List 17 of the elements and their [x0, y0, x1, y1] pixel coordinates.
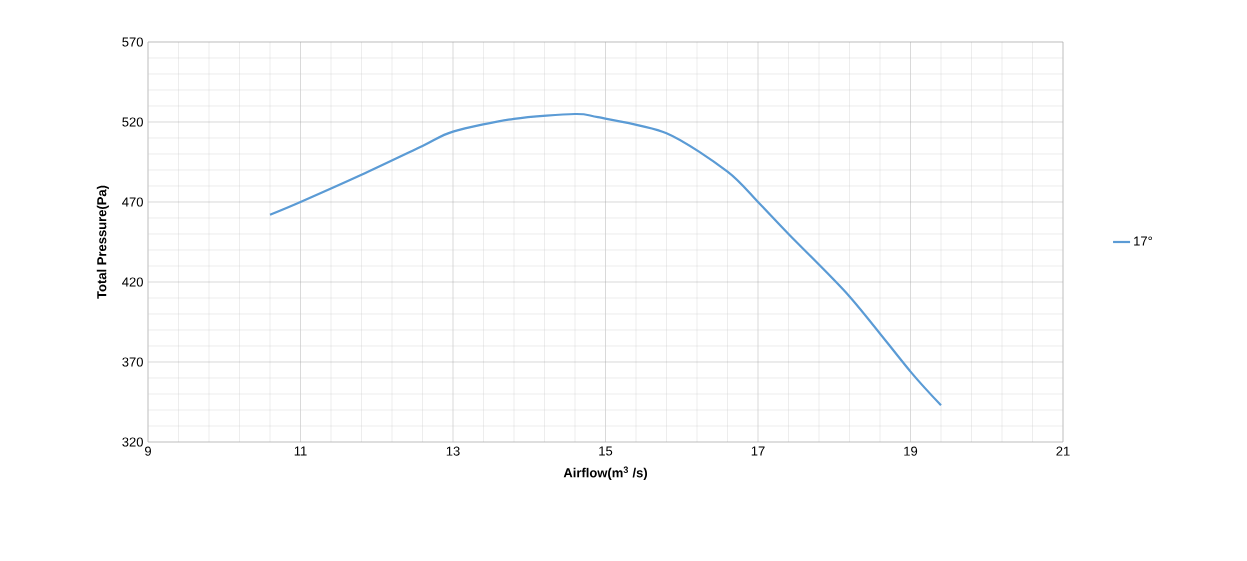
- y-tick-label: 470: [122, 197, 143, 207]
- x-tick-label: 9: [145, 446, 151, 456]
- y-tick-label: 570: [122, 37, 143, 47]
- line-series: [268, 112, 943, 407]
- y-tick-label: 520: [122, 117, 143, 127]
- y-axis-title: Total Pressure(Pa): [96, 185, 109, 299]
- x-tick-label: 21: [1056, 446, 1070, 456]
- x-tick-label: 11: [294, 446, 307, 456]
- x-tick-label: 17: [751, 446, 765, 456]
- x-tick-label: 15: [599, 446, 613, 456]
- y-tick-label: 370: [122, 357, 143, 367]
- y-tick-label: 420: [122, 277, 143, 287]
- x-axis-title: Airflow(m$^{3}$ /s): [563, 466, 648, 480]
- y-tick-label: 320: [122, 437, 143, 447]
- x-tick-label: 13: [446, 446, 460, 456]
- legend-label: 17°: [1134, 236, 1153, 246]
- x-tick-label: 19: [904, 446, 918, 456]
